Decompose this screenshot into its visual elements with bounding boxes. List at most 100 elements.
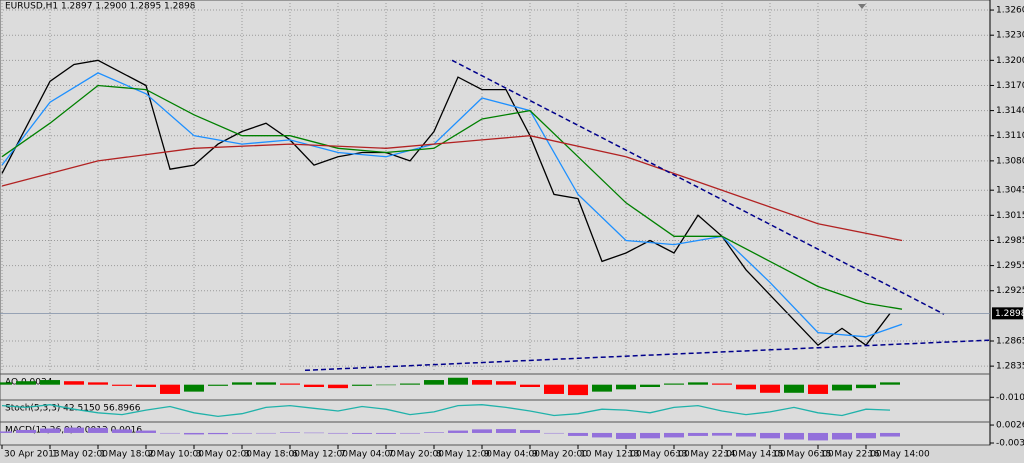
series-line	[1, 404, 891, 418]
histogram-bar	[568, 384, 588, 396]
histogram-bar	[424, 380, 444, 385]
histogram-bar	[16, 429, 36, 433]
histogram-bar	[664, 432, 684, 438]
y-tick-label: 1.3230	[996, 31, 1024, 41]
x-tick-label: 13 May 06:00	[628, 450, 690, 460]
histogram-bar	[592, 384, 612, 392]
last-price-label: 1.2898	[995, 309, 1024, 319]
histogram-bar	[448, 430, 468, 433]
series-line	[1, 84, 903, 310]
histogram-bar	[808, 384, 828, 394]
x-tick-label: 15 May 22:00	[820, 450, 882, 460]
histogram-bar	[712, 383, 732, 385]
x-tick-label: 7 May 20:00	[388, 450, 444, 460]
histogram-bar	[760, 384, 780, 393]
series-line	[1, 72, 903, 338]
histogram-bar	[544, 432, 564, 434]
histogram-bar	[376, 432, 396, 434]
histogram-bar	[688, 432, 708, 436]
last-price-box	[992, 307, 1023, 320]
histogram-bar	[88, 427, 108, 433]
y-tick-label: 1.2925	[996, 286, 1024, 296]
x-tick-label: 3 May 18:00	[244, 450, 300, 460]
histogram-bar	[112, 384, 132, 386]
histogram-bar	[304, 384, 324, 387]
histogram-bar	[112, 429, 132, 433]
histogram-bar	[208, 432, 228, 435]
series-line	[1, 59, 891, 347]
histogram-bar	[400, 383, 420, 385]
y-tick-label: 1.3170	[996, 81, 1024, 91]
x-tick-label: 14 May 14:00	[724, 450, 786, 460]
histogram-bar	[856, 384, 876, 389]
histogram-bar	[640, 384, 660, 387]
histogram-bar	[40, 380, 60, 385]
histogram-bar	[232, 432, 252, 434]
panel-title: EURUSD,H1 1.2897 1.2900 1.2895 1.2898	[5, 2, 196, 12]
histogram-bar	[688, 382, 708, 385]
histogram-bar	[784, 384, 804, 393]
x-tick-label: 30 Apr 2013	[4, 450, 60, 460]
histogram-bar	[280, 383, 300, 385]
histogram-bar	[0, 382, 12, 385]
histogram-bar	[880, 382, 900, 385]
histogram-bar	[616, 384, 636, 390]
series-line	[451, 59, 945, 315]
x-tick-label: 8 May 12:00	[436, 450, 492, 460]
histogram-bar	[832, 384, 852, 391]
histogram-bar	[544, 384, 564, 394]
histogram-bar	[784, 432, 804, 440]
histogram-bar	[328, 384, 348, 389]
histogram-bar	[472, 380, 492, 385]
histogram-bar	[40, 428, 60, 433]
x-tick-label: 2 May 10:00	[148, 450, 204, 460]
x-tick-label: 13 May 22:00	[676, 450, 738, 460]
y-tick-label: 1.2985	[996, 236, 1024, 246]
series-line	[304, 339, 990, 372]
x-tick-label: 10 May 12:00	[580, 450, 642, 460]
y-tick-label: 1.2865	[996, 337, 1024, 347]
histogram-bar	[760, 432, 780, 439]
histogram-bar	[280, 432, 300, 433]
x-tick-label: 3 May 02:00	[196, 450, 252, 460]
histogram-bar	[352, 384, 372, 386]
histogram-bar	[664, 383, 684, 385]
y-tick-label: 1.3080	[996, 156, 1024, 166]
y-tick-label: 1.3110	[996, 131, 1024, 141]
histogram-bar	[256, 382, 276, 385]
histogram-bar	[448, 377, 468, 385]
x-tick-label: 1 May 02:00	[52, 450, 108, 460]
y-tick-label: 1.3045	[996, 186, 1024, 196]
histogram-bar	[640, 432, 660, 439]
histogram-bar	[304, 432, 324, 434]
histogram-bar	[0, 431, 12, 433]
y-tick-label: -0.00337	[996, 439, 1024, 449]
histogram-bar	[856, 432, 876, 439]
plot-frame	[0, 0, 991, 446]
histogram-bar	[184, 384, 204, 392]
x-tick-label: 6 May 12:00	[292, 450, 348, 460]
histogram-bar	[712, 432, 732, 436]
histogram-bar	[64, 381, 84, 385]
histogram-bar	[160, 432, 180, 434]
histogram-bar	[88, 382, 108, 385]
histogram-bar	[160, 384, 180, 394]
x-tick-label: 9 May 20:00	[532, 450, 588, 460]
x-tick-label: 7 May 04:00	[340, 450, 396, 460]
histogram-bar	[592, 432, 612, 438]
x-tick-label: 9 May 04:00	[484, 450, 540, 460]
histogram-bar	[136, 384, 156, 387]
x-tick-label: 15 May 06:00	[772, 450, 834, 460]
histogram-bar	[208, 384, 228, 386]
histogram-bar	[16, 381, 36, 385]
series-line	[1, 135, 903, 242]
histogram-bar	[328, 432, 348, 434]
histogram-bar	[424, 432, 444, 433]
histogram-bar	[400, 432, 420, 434]
histogram-bar	[136, 430, 156, 433]
histogram-bar	[568, 432, 588, 436]
histogram-bar	[352, 432, 372, 434]
y-tick-label: -0.01087	[996, 393, 1024, 403]
histogram-bar	[256, 432, 276, 434]
y-tick-label: 0.00265	[996, 421, 1024, 431]
